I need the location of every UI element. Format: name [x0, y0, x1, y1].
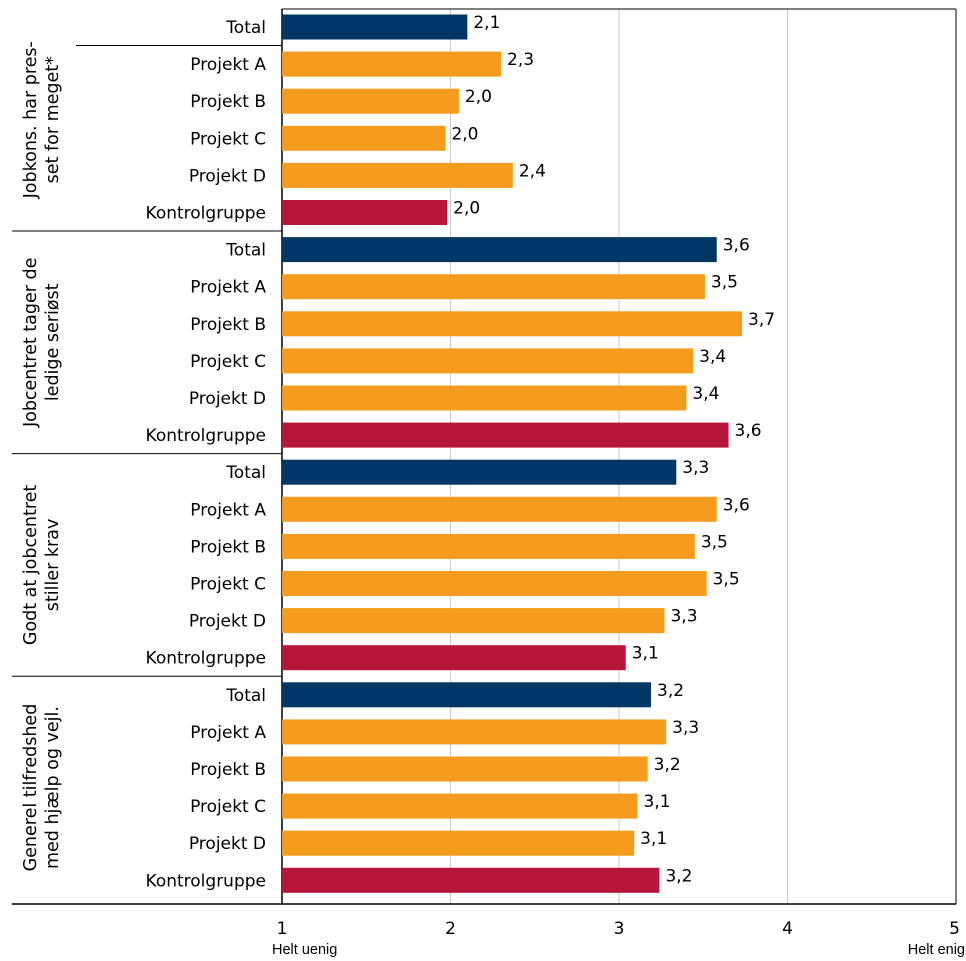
category-label: Projekt B: [190, 92, 266, 112]
bar: [282, 867, 660, 893]
data-label: 2,3: [507, 50, 534, 70]
category-label: Projekt C: [190, 575, 266, 595]
category-label: Projekt A: [190, 55, 266, 75]
category-label: Total: [225, 463, 266, 483]
group-label: Jobcentret tager de ledige seriøst: [21, 258, 63, 428]
group-label-line: stiller krav: [43, 519, 63, 612]
bar: [282, 571, 707, 596]
data-label: 3,1: [640, 829, 667, 849]
bar: [282, 237, 717, 263]
category-label: Projekt A: [190, 723, 266, 743]
x-tick-label: 5: [949, 919, 960, 939]
bar: [282, 125, 446, 151]
x-tick-label: 1: [277, 919, 288, 939]
bar: [282, 719, 667, 745]
bar: [282, 756, 648, 782]
data-label: 3,3: [672, 718, 699, 738]
group-label: Godt at jobcentret stiller krav: [21, 485, 63, 646]
bar: [282, 793, 638, 819]
category-label: Projekt D: [189, 166, 266, 186]
data-label: 3,6: [723, 495, 750, 515]
x-tick-label: 3: [614, 919, 625, 939]
group-label-line: Jobcentret tager de: [21, 258, 41, 428]
data-label: 3,4: [692, 384, 719, 404]
category-label: Kontrolgruppe: [146, 871, 266, 891]
data-label: 3,3: [682, 458, 709, 478]
data-label: 2,0: [465, 87, 492, 107]
data-label: 3,2: [665, 866, 692, 886]
x-max-label: Helt enig: [908, 942, 965, 958]
bar: [282, 496, 717, 522]
bar: [282, 533, 695, 559]
bar: [282, 162, 513, 188]
data-label: 3,6: [735, 421, 762, 441]
bar: [282, 51, 502, 77]
bar: [282, 14, 468, 40]
category-label: Projekt B: [190, 537, 266, 557]
data-label: 3,5: [711, 273, 738, 293]
data-label: 2,0: [451, 124, 478, 144]
group-label: Generel tilfredshed med hjælp og vejl.: [21, 704, 63, 872]
bar: [282, 645, 626, 671]
bar: [282, 385, 687, 411]
bar: [282, 608, 665, 634]
data-label: 3,2: [657, 681, 684, 701]
category-label: Projekt D: [189, 612, 266, 632]
data-label: 3,3: [670, 607, 697, 627]
category-label: Projekt A: [190, 500, 266, 520]
data-label: 3,6: [723, 236, 750, 256]
data-label: 3,1: [644, 792, 671, 812]
category-label: Projekt C: [190, 797, 266, 817]
category-label: Total: [225, 18, 266, 38]
data-label: 2,1: [473, 13, 500, 33]
category-label: Projekt B: [190, 760, 266, 780]
bar: [282, 274, 705, 300]
category-label: Kontrolgruppe: [146, 649, 266, 669]
x-tick-label: 4: [782, 919, 793, 939]
bar: [282, 88, 459, 114]
data-label: 3,5: [713, 570, 740, 590]
data-label: 3,5: [701, 532, 728, 552]
group-label-line: Godt at jobcentret: [21, 485, 41, 646]
group-label-line: ledige seriøst: [43, 283, 63, 401]
data-label: 2,0: [453, 199, 480, 219]
bar: [282, 422, 729, 448]
group-label-line: Jobkons. har pres-: [21, 41, 41, 199]
group-label-line: med hjælp og vejl.: [43, 706, 63, 869]
bar: [282, 830, 635, 856]
bar: [282, 459, 677, 485]
x-min-label: Helt uenig: [272, 942, 337, 958]
data-label: 3,7: [748, 310, 775, 330]
bar: [282, 682, 652, 708]
category-label: Kontrolgruppe: [146, 426, 266, 446]
x-tick-label: 2: [445, 919, 456, 939]
bar: [282, 348, 694, 374]
data-label: 3,2: [654, 755, 681, 775]
category-label: Projekt B: [190, 315, 266, 335]
data-label: 3,4: [699, 347, 726, 367]
bar: [282, 200, 448, 225]
category-label: Projekt C: [190, 352, 266, 372]
category-label: Projekt D: [189, 834, 266, 854]
group-label-line: Generel tilfredshed: [21, 704, 41, 872]
group-label-line: set for meget*: [43, 56, 63, 183]
data-label: 2,4: [519, 161, 546, 181]
data-label: 3,1: [632, 644, 659, 664]
category-label: Projekt D: [189, 389, 266, 409]
category-label: Total: [225, 241, 266, 261]
category-label: Projekt A: [190, 278, 266, 298]
group-label: Jobkons. har pres-set for meget*: [21, 41, 63, 199]
category-label: Projekt C: [190, 129, 266, 149]
category-label: Total: [225, 686, 266, 706]
bar: [282, 311, 743, 337]
category-label: Kontrolgruppe: [146, 204, 266, 224]
